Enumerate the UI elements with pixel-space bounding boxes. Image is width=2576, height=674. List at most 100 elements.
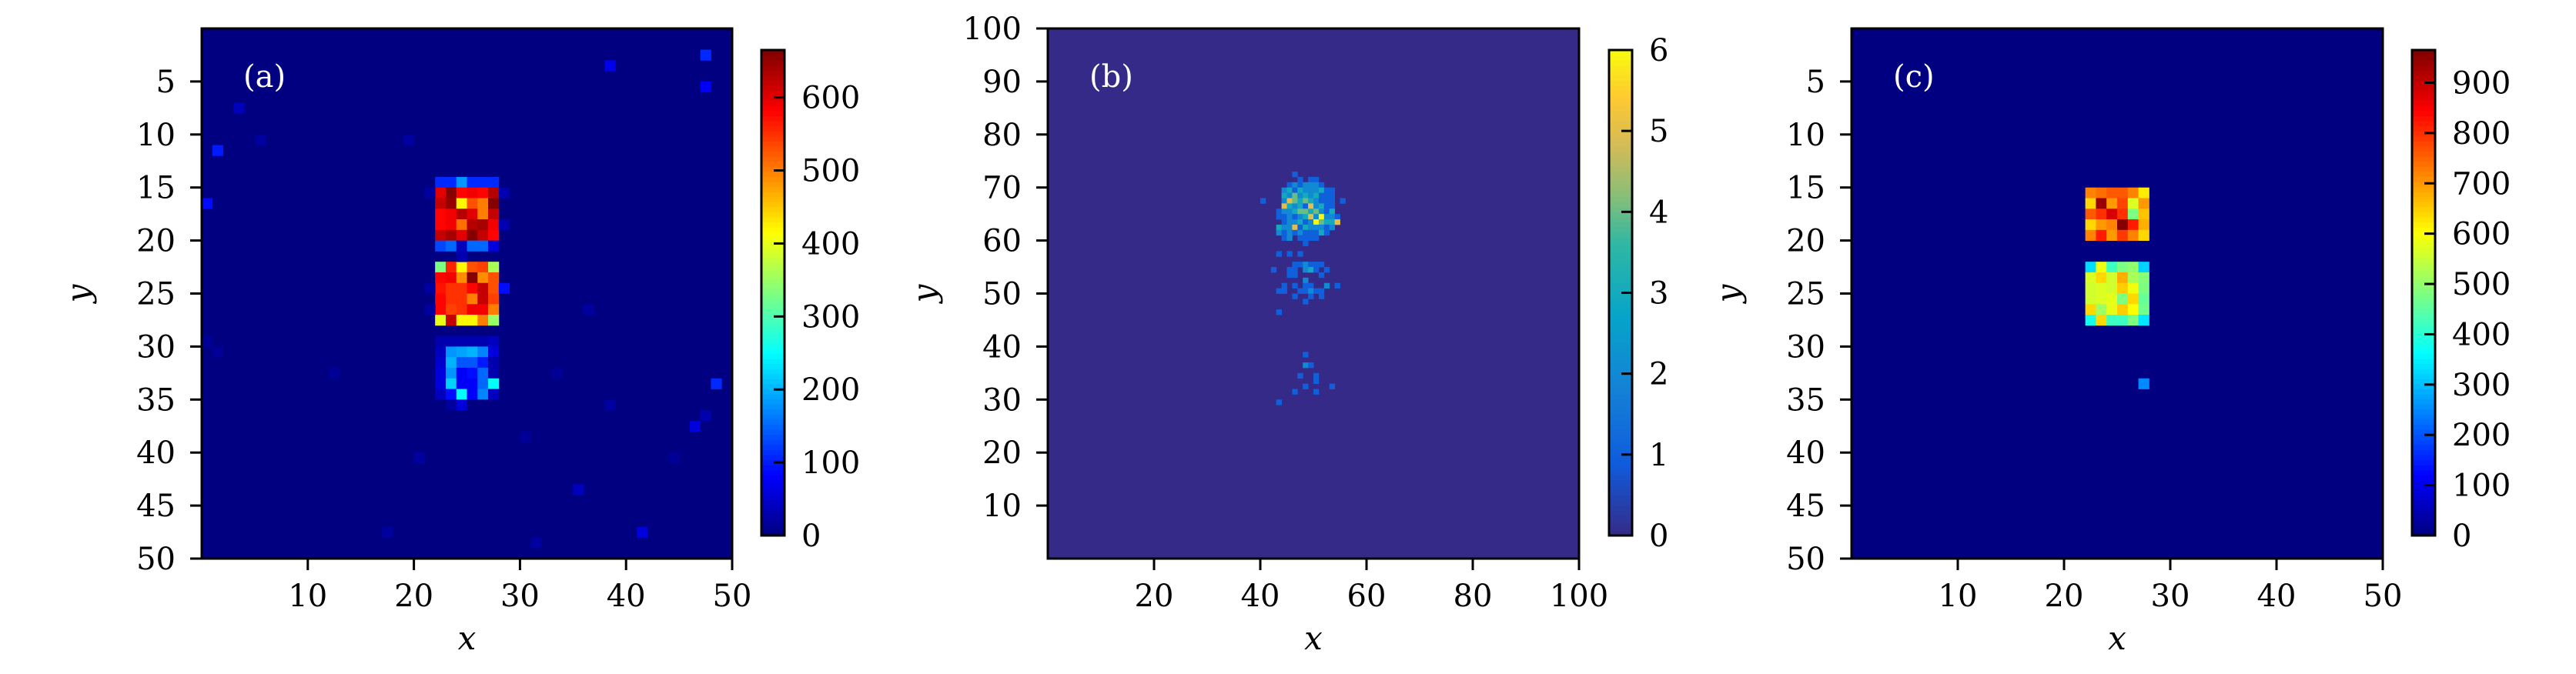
heatmap-cell	[1281, 187, 1287, 193]
colorbar-segment	[1609, 145, 1632, 152]
colorbar-segment	[2412, 479, 2435, 485]
heatmap-cell	[1286, 235, 1293, 241]
heatmap-cell	[2127, 219, 2139, 231]
y-tick-label: 50	[136, 542, 176, 577]
x-axis-label: x	[1304, 619, 1323, 657]
colorbar-segment	[2412, 110, 2435, 117]
colorbar-segment	[1609, 192, 1632, 198]
colorbar-tick-label: 3	[1649, 276, 1668, 312]
heatmap-cell	[1303, 299, 1309, 305]
colorbar-segment	[761, 322, 785, 329]
colorbar-segment	[761, 252, 785, 259]
heatmap-cell	[477, 240, 489, 252]
colorbar-segment	[2412, 292, 2435, 299]
colorbar-segment	[2412, 383, 2435, 389]
x-tick-label: 10	[1939, 579, 1978, 614]
colorbar-segment	[2412, 318, 2435, 324]
heatmap-cell	[488, 187, 500, 199]
colorbar-segment	[1609, 186, 1632, 192]
heatmap-cell	[2138, 272, 2149, 284]
heatmap-cell	[1292, 267, 1298, 273]
heatmap-cell	[700, 49, 711, 61]
heatmap-cell	[1276, 209, 1282, 215]
colorbar-segment	[2412, 247, 2435, 253]
colorbar-tick-label: 700	[2452, 166, 2511, 202]
heatmap-cell	[435, 304, 447, 315]
y-tick-label: 15	[1786, 171, 1825, 206]
heatmap-cell	[1318, 209, 1325, 215]
heatmap-cell	[1303, 203, 1309, 209]
heatmap-cell	[477, 346, 489, 358]
colorbar-segment	[2412, 176, 2435, 182]
heatmap-cell	[1318, 219, 1325, 225]
colorbar-segment	[1609, 404, 1632, 410]
heatmap-cell	[1318, 182, 1325, 189]
x-tick-label: 80	[1454, 579, 1493, 614]
colorbar-segment	[2412, 424, 2435, 430]
colorbar-segment	[1609, 121, 1632, 127]
heatmap-cell	[435, 282, 447, 294]
heatmap-cell	[488, 293, 500, 305]
heatmap-cell	[2085, 315, 2096, 326]
heatmap-cell	[1334, 219, 1340, 225]
colorbar-segment	[2412, 151, 2435, 157]
heatmap-cell	[1313, 267, 1320, 273]
colorbar-segment	[1609, 60, 1632, 66]
colorbar-segment	[2412, 520, 2435, 526]
heatmap-cell	[488, 304, 500, 315]
colorbar-segment	[761, 414, 785, 420]
colorbar-segment	[1609, 479, 1632, 485]
heatmap-cell	[435, 187, 447, 199]
colorbar-tick-label: 400	[801, 226, 860, 262]
heatmap-cell	[1334, 282, 1340, 289]
colorbar-segment	[761, 65, 785, 71]
heatmap-cell	[456, 262, 467, 273]
heatmap-cell	[604, 399, 616, 411]
heatmap-cell	[1286, 214, 1293, 220]
heatmap-cell	[1323, 198, 1330, 204]
heatmap-cell	[1281, 235, 1287, 241]
colorbar-segment	[1609, 379, 1632, 385]
heatmap-cell	[1308, 192, 1314, 199]
heatmap-cell	[2096, 219, 2107, 231]
colorbar-segment	[761, 145, 785, 152]
heatmap-cell	[435, 293, 447, 305]
heatmap-cell	[1329, 187, 1335, 193]
colorbar-segment	[761, 192, 785, 198]
heatmap-cell	[2096, 198, 2107, 209]
colorbar-segment	[1609, 80, 1632, 86]
heatmap-cell	[488, 209, 500, 220]
colorbar-segment	[1609, 439, 1632, 445]
heatmap-cell	[445, 315, 457, 326]
heatmap-cell	[2117, 209, 2129, 220]
heatmap-cell	[1281, 224, 1287, 231]
colorbar-segment	[1609, 125, 1632, 132]
colorbar-segment	[1609, 515, 1632, 521]
heatmap-cell	[1297, 182, 1303, 189]
heatmap-cell	[1308, 219, 1314, 225]
heatmap-cell	[1270, 267, 1277, 273]
colorbar-segment	[761, 439, 785, 445]
colorbar-segment	[2412, 454, 2435, 461]
heatmap-cell	[1286, 198, 1293, 204]
heatmap-cell	[2106, 262, 2118, 273]
colorbar-tick-label: 500	[2452, 267, 2511, 302]
heatmap-cell	[445, 272, 457, 284]
heatmap-cell	[477, 282, 489, 294]
heatmap-cell	[2117, 315, 2129, 326]
heatmap-cell	[488, 335, 500, 347]
colorbar-segment	[2412, 475, 2435, 481]
colorbar-segment	[1609, 464, 1632, 471]
colorbar-segment	[2412, 135, 2435, 142]
x-tick-label: 10	[288, 579, 327, 614]
y-tick-label: 15	[136, 171, 176, 206]
heatmap-cell	[467, 176, 478, 189]
heatmap-cell	[456, 357, 467, 369]
heatmap-cell	[2127, 198, 2139, 209]
colorbar-segment	[761, 100, 785, 106]
colorbar-segment	[2412, 50, 2435, 56]
heatmap-cell	[2085, 209, 2096, 220]
heatmap-cell	[477, 187, 489, 199]
heatmap-cell	[1297, 198, 1303, 204]
